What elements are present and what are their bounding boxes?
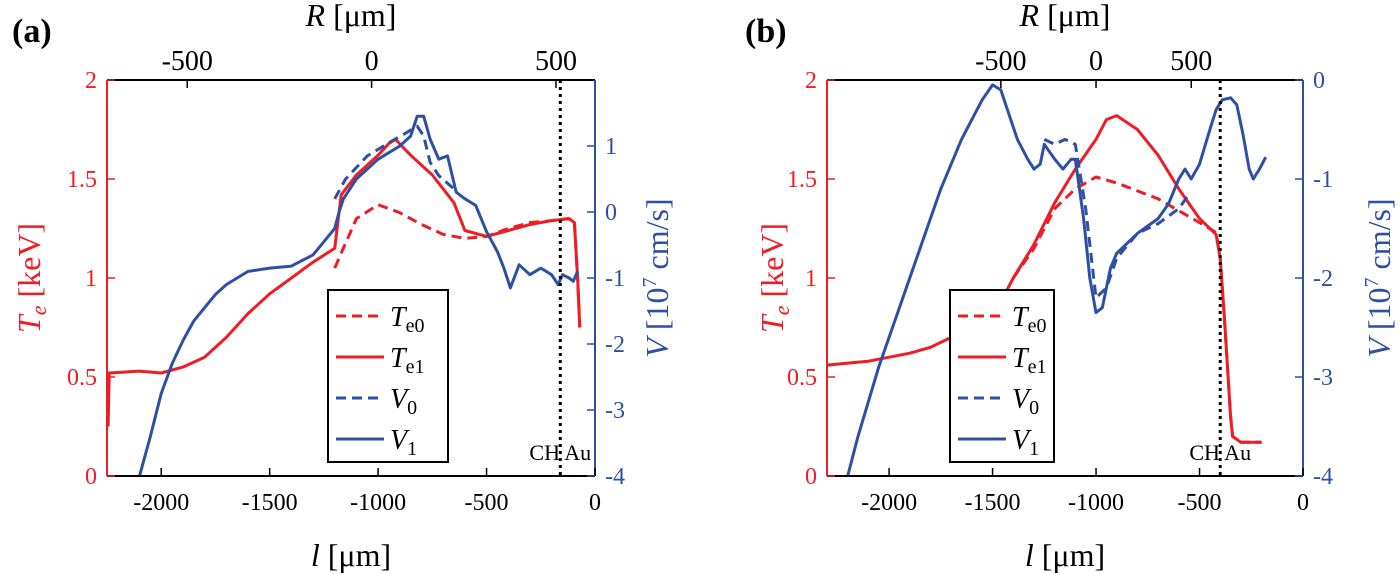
right-tick-label: -2 bbox=[605, 332, 625, 358]
right-tick-label: -4 bbox=[605, 464, 625, 490]
left-tick-label: 1 bbox=[805, 266, 817, 292]
legend-label-te0: Te0 bbox=[390, 302, 424, 337]
top-tick-label: -500 bbox=[975, 46, 1026, 77]
left-tick-label: 0 bbox=[805, 464, 817, 490]
x-tick-label: -1000 bbox=[350, 490, 406, 516]
x-axis-title: l [μm] bbox=[1025, 537, 1105, 573]
series-group bbox=[107, 114, 582, 476]
left-axis-title: Te [keV] bbox=[754, 223, 794, 333]
legend-label-v1: V1 bbox=[1012, 425, 1039, 460]
series-group bbox=[827, 83, 1268, 476]
x-tick-label: -500 bbox=[465, 490, 509, 516]
right-axis-title: V [107 cm/s] bbox=[1361, 198, 1397, 357]
x-tick-label: -2000 bbox=[861, 490, 917, 516]
series-v0-line bbox=[333, 124, 455, 200]
x-tick-label: -1000 bbox=[1068, 490, 1124, 516]
left-tick-label: 0.5 bbox=[787, 365, 817, 391]
right-tick-label: -3 bbox=[1313, 365, 1333, 391]
series-v1-line bbox=[138, 114, 579, 476]
x-tick-label: -1500 bbox=[965, 490, 1021, 516]
left-tick-label: 1 bbox=[85, 266, 97, 292]
right-tick-label: -1 bbox=[1313, 167, 1333, 193]
legend: Te0 Te1 V0 V1 bbox=[949, 289, 1055, 463]
series-v0-line bbox=[1043, 137, 1191, 300]
top-tick-label: -500 bbox=[162, 46, 213, 77]
top-tick-label: 500 bbox=[535, 46, 577, 77]
legend-label-v1: V1 bbox=[390, 425, 417, 460]
right-tick-label: -4 bbox=[1313, 464, 1333, 490]
right-tick-label: 1 bbox=[605, 134, 617, 160]
left-tick-label: 0 bbox=[85, 464, 97, 490]
legend-label-v0: V0 bbox=[390, 384, 417, 419]
series-te1-line bbox=[107, 137, 582, 427]
right-tick-label: -1 bbox=[605, 266, 625, 292]
top-tick-label: 0 bbox=[1089, 46, 1103, 77]
series-te1-line bbox=[827, 114, 1262, 444]
interface-annotation: CH Au bbox=[1189, 440, 1251, 465]
left-tick-label: 2 bbox=[805, 68, 817, 94]
panel-b: (b) CH Au -2000 -1500 -1000 -500 0 -500 0 500 0 0.5… bbox=[745, 0, 1397, 573]
legend-label-te1: Te1 bbox=[390, 343, 424, 378]
x-tick-label: -1500 bbox=[242, 490, 298, 516]
top-axis-title: R [μm] bbox=[1019, 0, 1111, 33]
right-tick-label: 0 bbox=[605, 200, 617, 226]
right-tick-label: -2 bbox=[1313, 266, 1333, 292]
panel-label: (a) bbox=[12, 13, 52, 50]
left-axis-title: Te [keV] bbox=[11, 223, 51, 333]
left-tick-label: 2 bbox=[85, 68, 97, 94]
top-tick-label: 500 bbox=[1170, 46, 1212, 77]
x-tick-label: 0 bbox=[589, 490, 601, 516]
x-axis-title: l [μm] bbox=[311, 537, 391, 573]
legend-label-te1: Te1 bbox=[1012, 343, 1046, 378]
legend-box bbox=[949, 289, 1055, 463]
legend-box bbox=[327, 289, 449, 463]
top-axis-title: R [μm] bbox=[305, 0, 397, 33]
right-tick-label: -3 bbox=[605, 398, 625, 424]
x-tick-label: 0 bbox=[1297, 490, 1309, 516]
left-tick-label: 1.5 bbox=[787, 167, 817, 193]
panel-label: (b) bbox=[745, 13, 787, 50]
panel-a: (a) CH Au -2000 -1500 -1000 -500 0 -500 0 500 0 0.5… bbox=[11, 0, 675, 573]
right-axis-title: V [107 cm/s] bbox=[639, 198, 675, 357]
legend-label-v0: V0 bbox=[1012, 384, 1039, 419]
left-tick-label: 1.5 bbox=[67, 167, 97, 193]
top-tick-label: 0 bbox=[365, 46, 379, 77]
legend-label-te0: Te0 bbox=[1012, 302, 1046, 337]
right-tick-label: 0 bbox=[1313, 68, 1325, 94]
x-tick-label: -500 bbox=[1178, 490, 1222, 516]
x-tick-label: -2000 bbox=[133, 490, 189, 516]
interface-annotation: CH Au bbox=[529, 440, 591, 465]
legend: Te0 Te1 V0 V1 bbox=[327, 289, 449, 463]
left-tick-label: 0.5 bbox=[67, 365, 97, 391]
series-v1-line bbox=[846, 83, 1268, 476]
